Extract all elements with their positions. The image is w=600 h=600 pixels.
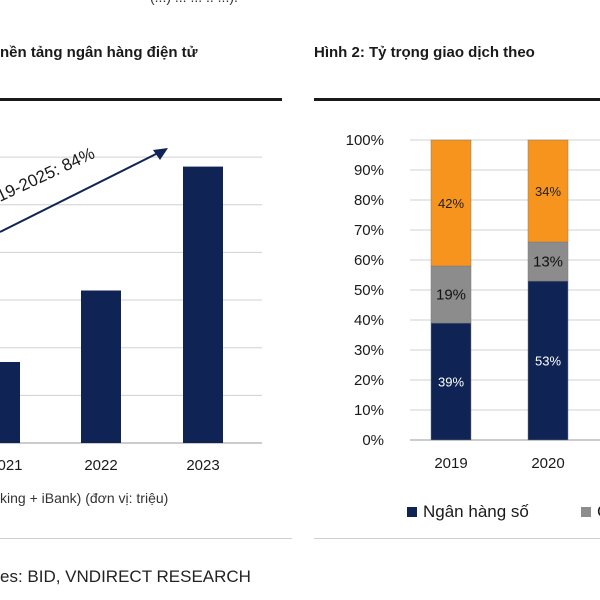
title-rule-left [0,98,282,101]
y-tick-70: 70% [354,222,384,239]
data-label-2020-1: 13% [533,254,563,271]
y-tick-80: 80% [354,192,384,209]
y-tick-30: 30% [354,342,384,359]
bar-2021 [0,361,20,443]
stack-2019-0 [430,322,472,441]
bar-2023 [183,166,223,443]
chart-title-left: nền tảng ngân hàng điện tử [0,44,198,61]
y-tick-60: 60% [354,252,384,269]
tick-label-2021: 021 [0,457,23,474]
y-tick-10: 10% [354,402,384,419]
divider-left [0,538,292,539]
y-tick-50: 50% [354,282,384,299]
x-tick-2020: 2020 [531,455,564,472]
cagr-annotation: 19-2025: 84% [0,144,98,206]
title-rule-right [314,98,600,101]
stack-2020-0 [527,280,569,441]
divider-right [314,538,600,539]
chart-title-right: Hình 2: Tỷ trọng giao dịch theo [314,44,535,61]
header-fragment: (...) ... ... .. ...). [150,0,238,5]
bar-2022 [81,290,121,443]
tick-label-2022: 2022 [84,457,117,474]
stack-2020-2 [527,139,569,243]
stack-2019-2 [430,139,472,267]
data-label-2019-2: 42% [438,196,464,211]
data-label-2020-0: 53% [535,354,561,369]
legend-swatch-gray [581,507,591,517]
chart-caption-left: king + iBank) (đơn vị: triệu) [0,490,169,506]
cagr-arrow-line [0,152,159,233]
legend-swatch-navy [407,507,417,517]
cagr-arrow-head [153,148,168,160]
source-note: es: BID, VNDIRECT RESEARCH [0,567,251,586]
y-tick-40: 40% [354,312,384,329]
legend-label-second: C [597,502,600,522]
x-tick-2019: 2019 [434,455,467,472]
stack-2020-1 [527,241,569,282]
data-label-2019-1: 19% [436,287,466,304]
y-tick-0: 0% [362,432,384,449]
data-label-2020-2: 34% [535,184,561,199]
y-tick-90: 90% [354,162,384,179]
data-label-2019-0: 39% [438,375,464,390]
legend-item-second: C [581,502,600,522]
tick-label-2023: 2023 [186,457,219,474]
legend-label-digital-banking: Ngân hàng số [423,502,529,521]
y-tick-100: 100% [346,132,384,149]
legend-item-digital-banking: Ngân hàng số [407,502,529,522]
y-tick-20: 20% [354,372,384,389]
